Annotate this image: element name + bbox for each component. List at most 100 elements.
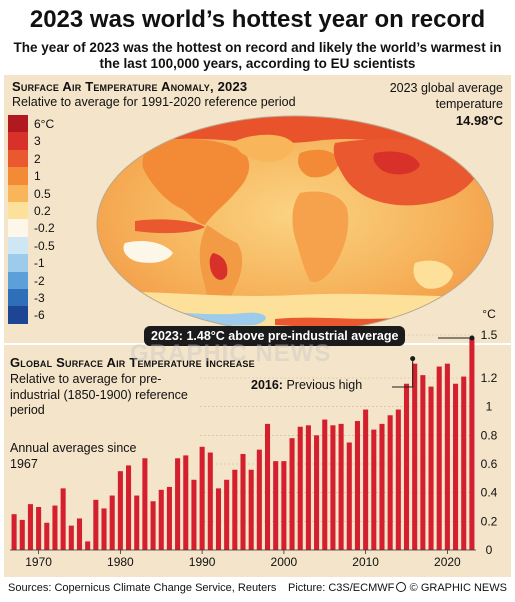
callout-2023: 2023: 1.48°C above pre-industrial averag… — [144, 326, 406, 346]
callout-2016: 2016: Previous high — [251, 378, 362, 392]
page-subtitle: The year of 2023 was the hottest on reco… — [13, 40, 502, 71]
bar-1980 — [117, 471, 123, 550]
bar-2007 — [338, 423, 344, 550]
bar-1971 — [44, 522, 50, 550]
bar-2002 — [297, 426, 303, 550]
callout-2016-text: Previous high — [286, 378, 363, 392]
annual-averages-note: Annual averages since 1967 — [10, 441, 137, 471]
callout-2023-dot — [469, 335, 475, 341]
bar-1984 — [150, 501, 156, 550]
bar-1972 — [52, 505, 58, 550]
footer-copyright-text: © GRAPHIC NEWS — [409, 582, 507, 594]
legend-swatch — [8, 254, 28, 272]
bar-2022 — [461, 376, 467, 550]
bar-1987 — [175, 458, 181, 550]
bar-2011 — [371, 429, 377, 550]
north-america — [142, 138, 250, 225]
legend-swatch — [8, 288, 28, 307]
bar-1995 — [240, 453, 246, 550]
pacific-cool-patch — [123, 241, 173, 263]
africa — [292, 191, 349, 283]
bar-1967 — [11, 514, 17, 550]
footer-copyright: © GRAPHIC NEWS — [395, 582, 507, 594]
callout-2016-year: 2016: — [251, 378, 283, 392]
bar-2001 — [289, 438, 295, 550]
bar-2003 — [305, 425, 311, 550]
y-tick-label: 0 — [486, 543, 493, 557]
legend-label: -2 — [34, 273, 45, 288]
x-tick-label: 2020 — [434, 555, 461, 569]
bar-1982 — [134, 495, 140, 550]
bar-1974 — [68, 525, 74, 550]
x-tick-label: 2010 — [352, 555, 379, 569]
bar-2010 — [363, 409, 369, 550]
x-tick-label: 1990 — [189, 555, 216, 569]
y-tick-label: 0.4 — [481, 486, 498, 500]
bar-2013 — [387, 415, 393, 550]
legend-swatch — [8, 132, 28, 150]
bar-2016 — [412, 363, 418, 550]
legend-swatch — [8, 271, 28, 289]
bar-2015 — [403, 383, 410, 550]
bar-1973 — [60, 488, 66, 550]
legend-label: 3 — [34, 134, 41, 149]
bar-1975 — [76, 518, 83, 550]
legend-label: 0.2 — [34, 203, 51, 218]
callout-2016-dot — [410, 356, 416, 362]
bar-1976 — [85, 541, 91, 550]
y-tick-label: 0.8 — [481, 428, 498, 442]
bar-1983 — [142, 458, 148, 550]
legend-swatch — [8, 236, 28, 255]
x-tick-label: 2000 — [271, 555, 298, 569]
legend-swatch — [8, 149, 28, 168]
bar-1998 — [264, 423, 271, 550]
australia — [413, 260, 453, 289]
chart-title: Global Surface Air Temperature Increase — [10, 355, 255, 370]
bar-1996 — [248, 469, 254, 550]
graphic-news-logo-icon — [395, 582, 406, 592]
bar-1969 — [27, 504, 33, 550]
y-axis-unit: °C — [482, 307, 496, 321]
bar-2018 — [428, 386, 434, 550]
y-tick-label: 1 — [486, 400, 493, 414]
chart-subtitle: Relative to average for pre-industrial (… — [10, 372, 188, 417]
legend-label: 0.5 — [34, 186, 51, 201]
bar-1989 — [191, 479, 197, 550]
bar-2023 — [469, 337, 475, 550]
bar-1990 — [199, 446, 205, 550]
bar-2006 — [330, 425, 336, 550]
bar-1999 — [273, 461, 279, 550]
bar-2012 — [379, 423, 385, 550]
bar-1994 — [232, 469, 238, 550]
legend-label: -0.5 — [34, 238, 55, 253]
bar-1992 — [215, 488, 222, 550]
y-tick-label: 0.2 — [481, 514, 498, 528]
callout-2016-leader — [392, 360, 414, 388]
x-tick-label: 1970 — [25, 555, 52, 569]
legend-label: 6°C — [34, 117, 55, 131]
bar-2009 — [354, 421, 360, 550]
bar-2021 — [453, 383, 459, 550]
bar-1981 — [126, 465, 132, 550]
bar-1993 — [224, 479, 230, 550]
legend-swatch — [8, 201, 28, 220]
bar-1978 — [101, 508, 107, 550]
bar-1997 — [256, 449, 262, 550]
europe — [298, 149, 340, 178]
global-average-value: 14.98°C — [455, 113, 503, 128]
bar-1970 — [36, 507, 42, 550]
greenland — [235, 134, 295, 163]
bar-2019 — [436, 366, 442, 550]
bar-2017 — [420, 375, 426, 550]
map-subtitle: Relative to average for 1991-2020 refere… — [12, 95, 296, 109]
asia-hotspot — [373, 151, 420, 175]
bar-1977 — [93, 499, 99, 550]
legend-label: -1 — [34, 256, 45, 271]
el-nino-warm-tongue — [135, 219, 205, 234]
y-tick-label: 0.6 — [481, 457, 498, 471]
bar-2000 — [281, 461, 287, 550]
bar-1991 — [207, 452, 213, 550]
legend-swatch — [8, 115, 28, 133]
